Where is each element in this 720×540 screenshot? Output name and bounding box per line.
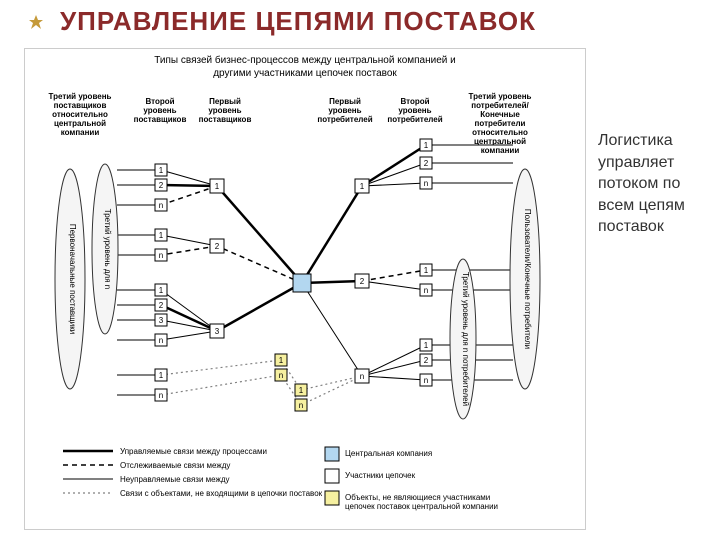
svg-text:3: 3 — [159, 316, 164, 325]
svg-text:Третий уровень: Третий уровень — [469, 92, 532, 101]
bullet-icon — [28, 14, 44, 30]
svg-text:2: 2 — [424, 159, 429, 168]
svg-text:1: 1 — [360, 182, 365, 191]
side-note: Логистика управляет потоком по всем цепя… — [598, 130, 706, 238]
svg-text:Связи с объектами, не входящим: Связи с объектами, не входящими в цепочк… — [120, 489, 323, 498]
slide-title: УПРАВЛЕНИЕ ЦЕПЯМИ ПОСТАВОК — [60, 6, 700, 37]
svg-text:потребителей/: потребителей/ — [471, 101, 529, 110]
svg-text:Отслеживаемые связи между: Отслеживаемые связи между — [120, 461, 230, 470]
svg-text:n: n — [424, 376, 428, 385]
svg-text:Конечные: Конечные — [480, 110, 520, 119]
svg-text:n: n — [360, 372, 364, 381]
svg-text:другими участниками цепочек по: другими участниками цепочек поставок — [213, 68, 397, 79]
svg-text:Неуправляемые связи между: Неуправляемые связи между — [120, 475, 230, 484]
svg-text:n: n — [159, 251, 163, 260]
svg-text:Объекты, не являющиеся участни: Объекты, не являющиеся участниками — [345, 493, 490, 502]
svg-text:1: 1 — [299, 386, 304, 395]
svg-text:1: 1 — [424, 266, 429, 275]
svg-text:Первоначальные поставщики: Первоначальные поставщики — [68, 224, 77, 334]
svg-text:1: 1 — [215, 182, 220, 191]
svg-text:потребители: потребители — [475, 119, 526, 128]
svg-text:уровень: уровень — [208, 106, 241, 115]
svg-text:центральной: центральной — [54, 119, 106, 128]
svg-text:1: 1 — [159, 231, 164, 240]
svg-text:3: 3 — [215, 327, 220, 336]
svg-text:Первый: Первый — [329, 97, 361, 106]
svg-text:n: n — [424, 286, 428, 295]
svg-text:Третий уровень для n: Третий уровень для n — [103, 209, 112, 289]
svg-text:относительно: относительно — [472, 128, 528, 137]
svg-text:n: n — [279, 371, 283, 380]
svg-text:2: 2 — [159, 181, 164, 190]
svg-text:1: 1 — [159, 166, 164, 175]
svg-text:2: 2 — [424, 356, 429, 365]
svg-text:n: n — [299, 401, 303, 410]
svg-text:n: n — [159, 201, 163, 210]
svg-text:потребителей: потребителей — [317, 115, 372, 124]
svg-text:Управляемые связи между процес: Управляемые связи между процессами — [120, 447, 267, 456]
svg-text:Второй: Второй — [400, 97, 429, 106]
svg-text:относительно: относительно — [52, 110, 108, 119]
svg-text:поставщиков: поставщиков — [199, 115, 252, 124]
svg-text:2: 2 — [215, 242, 220, 251]
svg-text:2: 2 — [360, 277, 365, 286]
svg-text:Участники цепочек: Участники цепочек — [345, 471, 416, 480]
diagram-container: Типы связей бизнес-процессов между центр… — [24, 48, 586, 530]
svg-text:поставщиков: поставщиков — [54, 101, 107, 110]
svg-text:1: 1 — [159, 286, 164, 295]
svg-text:1: 1 — [279, 356, 284, 365]
svg-text:1: 1 — [159, 371, 164, 380]
svg-text:Типы связей бизнес-процессов м: Типы связей бизнес-процессов между центр… — [154, 54, 455, 66]
svg-text:цепочек поставок центральной к: цепочек поставок центральной компании — [345, 502, 498, 511]
svg-text:n: n — [159, 391, 163, 400]
svg-text:компании: компании — [61, 128, 100, 137]
svg-text:уровень: уровень — [143, 106, 176, 115]
svg-text:Третий уровень для n потребите: Третий уровень для n потребителей — [461, 272, 470, 406]
svg-text:n: n — [424, 179, 428, 188]
svg-text:1: 1 — [424, 341, 429, 350]
svg-text:уровень: уровень — [398, 106, 431, 115]
svg-text:1: 1 — [424, 141, 429, 150]
svg-text:Первый: Первый — [209, 97, 241, 106]
svg-text:уровень: уровень — [328, 106, 361, 115]
svg-text:компании: компании — [481, 146, 520, 155]
svg-text:Центральная компания: Центральная компания — [345, 449, 432, 458]
svg-text:Пользователи/Конечные потребит: Пользователи/Конечные потребители — [523, 209, 532, 349]
svg-text:n: n — [159, 336, 163, 345]
svg-text:поставщиков: поставщиков — [134, 115, 187, 124]
network-diagram: Типы связей бизнес-процессов между центр… — [25, 49, 585, 529]
slide: УПРАВЛЕНИЕ ЦЕПЯМИ ПОСТАВОК Логистика упр… — [0, 0, 720, 540]
svg-text:2: 2 — [159, 301, 164, 310]
svg-text:Второй: Второй — [145, 97, 174, 106]
svg-text:Третий уровень: Третий уровень — [49, 92, 112, 101]
svg-text:потребителей: потребителей — [387, 115, 442, 124]
